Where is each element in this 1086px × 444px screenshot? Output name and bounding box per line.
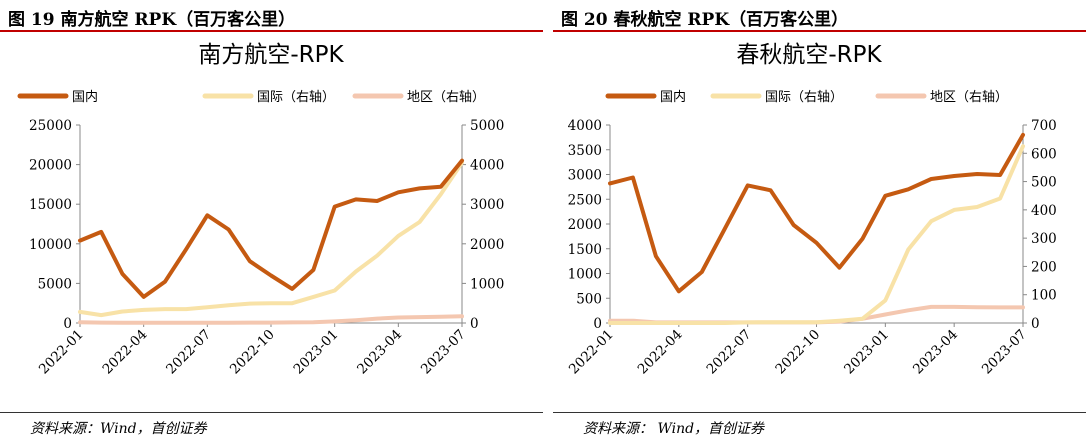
x-tick-label: 2022-10 [227, 327, 278, 378]
y-left-tick-label: 20000 [29, 158, 72, 174]
source-note: 资料来源：Wind，首创证券 [30, 421, 207, 437]
series-line [78, 158, 464, 299]
x-tick-label: 2023-01 [841, 327, 892, 378]
legend-item: 国际（右轴） [202, 90, 335, 105]
x-tick-label: 2023-04 [910, 327, 961, 378]
source-note: 资料来源： Wind，首创证券 [583, 421, 765, 437]
figure-panel-left: 图 19 南方航空 RPK（百万客公里） 南方航空-RPK 国内 国际（右轴） 地区（… [0, 10, 543, 437]
y-right-tick-label: 700 [1031, 118, 1057, 134]
series-line [608, 132, 1025, 294]
x-tick-label: 2022-07 [704, 327, 755, 378]
series-line [608, 144, 1025, 325]
title-rule [553, 30, 1086, 32]
chart-title: 春秋航空-RPK [736, 42, 882, 68]
x-tick-label: 2022-01 [566, 327, 617, 378]
y-left-tick-label: 3500 [568, 143, 602, 159]
y-right-tick-label: 500 [1031, 175, 1057, 191]
x-tick-label: 2022-10 [772, 327, 823, 378]
y-right-tick-label: 5000 [470, 118, 504, 134]
y-left-tick-label: 3000 [568, 168, 602, 184]
figure-panel-right: 图 20 春秋航空 RPK（百万客公里） 春秋航空-RPK 国内 国际（右轴） 地区（… [553, 0, 1086, 444]
legend-item: 地区（右轴） [352, 90, 485, 105]
figure-title: 图 19 南方航空 RPK（百万客公里） [8, 10, 296, 30]
y-left-tick-label: 10000 [29, 237, 72, 253]
series-line [78, 160, 464, 318]
chart-title: 南方航空-RPK [198, 42, 344, 68]
y-left-tick-label: 15000 [29, 197, 72, 213]
y-right-tick-label: 3000 [470, 197, 504, 213]
y-right-tick-label: 300 [1031, 231, 1057, 247]
legend-label: 国内 [72, 89, 98, 105]
y-left-tick-label: 500 [576, 291, 602, 307]
y-right-tick-label: 4000 [470, 158, 504, 174]
series-line [78, 314, 464, 325]
y-right-tick-label: 1000 [470, 276, 504, 292]
y-left-tick-label: 1500 [568, 242, 602, 258]
legend-label: 地区（右轴） [407, 90, 485, 105]
x-tick-label: 2022-01 [36, 327, 87, 378]
legend-item: 国际（右轴） [710, 90, 843, 105]
legend-label: 地区（右轴） [930, 90, 1008, 105]
y-left-tick-label: 2500 [568, 192, 602, 208]
x-tick-label: 2023-04 [354, 327, 405, 378]
legend-item: 国内 [17, 89, 98, 105]
legend-item: 国内 [605, 89, 686, 105]
y-right-tick-label: 2000 [470, 237, 504, 253]
y-right-tick-label: 100 [1031, 288, 1057, 304]
y-right-tick-label: 0 [470, 316, 479, 332]
y-right-tick-label: 200 [1031, 259, 1057, 275]
figure-title: 图 20 春秋航空 RPK（百万客公里） [561, 10, 849, 30]
y-right-tick-label: 400 [1031, 203, 1057, 219]
x-tick-label: 2023-07 [979, 327, 1030, 378]
legend-label: 国内 [660, 89, 686, 105]
y-left-tick-label: 2000 [568, 217, 602, 233]
x-tick-label: 2023-01 [291, 327, 342, 378]
y-left-tick-label: 25000 [29, 118, 72, 134]
y-left-tick-label: 0 [593, 316, 602, 332]
y-left-tick-label: 1000 [568, 267, 602, 283]
y-left-tick-label: 0 [63, 316, 72, 332]
y-left-tick-label: 4000 [568, 118, 602, 134]
y-left-tick-label: 5000 [38, 276, 72, 292]
legend-label: 国际（右轴） [257, 90, 335, 105]
x-tick-label: 2022-07 [163, 327, 214, 378]
x-tick-label: 2023-07 [418, 327, 469, 378]
legend-label: 国际（右轴） [765, 90, 843, 105]
x-tick-label: 2022-04 [100, 327, 151, 378]
source-rule [553, 412, 1086, 413]
y-right-tick-label: 600 [1031, 146, 1057, 162]
title-rule [0, 30, 543, 32]
x-tick-label: 2022-04 [635, 327, 686, 378]
legend-item: 地区（右轴） [875, 90, 1008, 105]
y-right-tick-label: 0 [1031, 316, 1040, 332]
source-rule [0, 412, 543, 413]
series-line [608, 304, 1025, 325]
